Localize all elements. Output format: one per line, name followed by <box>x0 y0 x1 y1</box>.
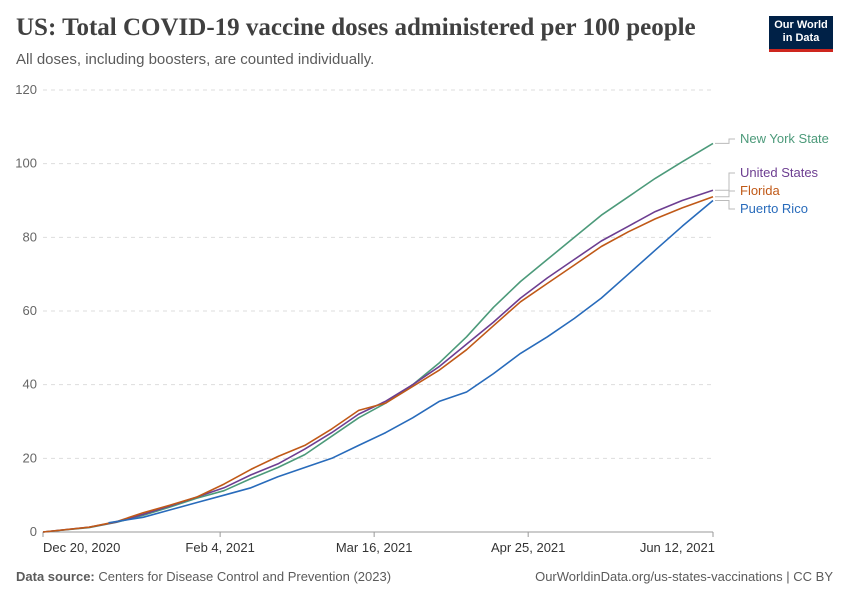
chart-title: US: Total COVID-19 vaccine doses adminis… <box>16 14 696 41</box>
series-line <box>42 196 714 533</box>
series-label-connector <box>715 190 735 198</box>
series-line <box>42 142 714 533</box>
y-tick-label: 20 <box>23 450 37 465</box>
x-tick-label: Jun 12, 2021 <box>640 540 715 555</box>
data-source: Data source: Centers for Disease Control… <box>16 569 391 584</box>
url-license[interactable]: OurWorldinData.org/us-states-vaccination… <box>535 569 833 584</box>
series-label-connector <box>715 138 735 144</box>
x-tick-label: Mar 16, 2021 <box>336 540 413 555</box>
series-label-connector <box>715 200 735 210</box>
series-line <box>42 189 714 533</box>
series-label: Florida <box>740 183 781 198</box>
y-tick-label: 60 <box>23 303 37 318</box>
data-source-label: Data source: <box>16 569 95 584</box>
y-tick-label: 0 <box>30 524 37 539</box>
y-tick-label: 100 <box>15 156 37 171</box>
chart-subtitle: All doses, including boosters, are count… <box>16 51 375 68</box>
series-line <box>108 199 714 524</box>
series-label: New York State <box>740 131 829 146</box>
y-tick-label: 120 <box>15 82 37 97</box>
owid-logo[interactable]: Our World in Data <box>769 16 833 52</box>
data-source-text[interactable]: Centers for Disease Control and Preventi… <box>98 569 392 584</box>
x-tick-label: Dec 20, 2020 <box>43 540 120 555</box>
series-label: United States <box>740 165 819 180</box>
logo-line-1: Our World <box>774 19 828 31</box>
logo-line-2: in Data <box>782 32 820 44</box>
x-tick-label: Feb 4, 2021 <box>185 540 254 555</box>
series-label: Puerto Rico <box>740 201 808 216</box>
x-tick-label: Apr 25, 2021 <box>491 540 565 555</box>
y-tick-label: 80 <box>23 229 37 244</box>
y-tick-label: 40 <box>23 377 37 392</box>
series-label-connector <box>715 172 735 191</box>
